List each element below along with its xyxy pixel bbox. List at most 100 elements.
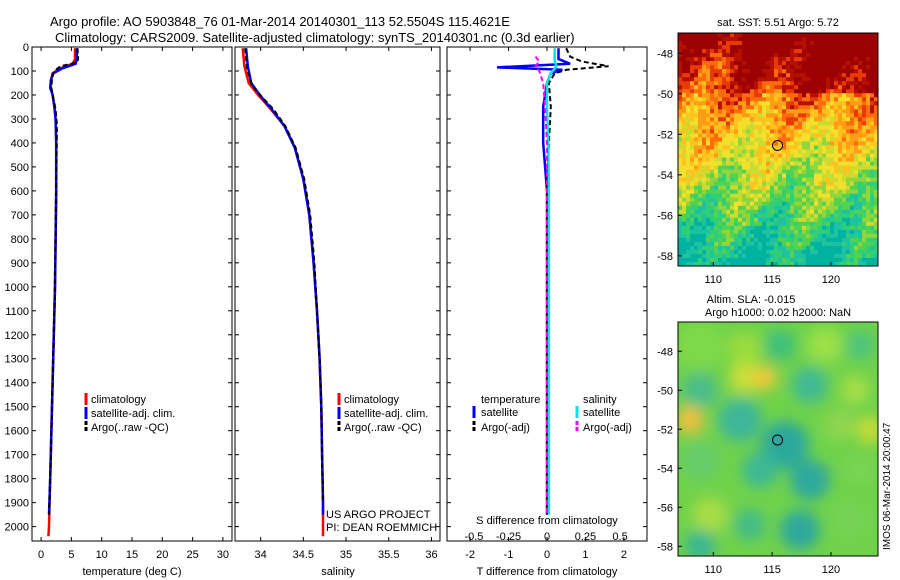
sst-cell	[862, 221, 867, 227]
sst-cell	[798, 145, 803, 150]
sst-cell	[806, 177, 811, 182]
sst-cell	[722, 233, 727, 239]
sst-cell	[722, 257, 727, 263]
sst-cell	[814, 177, 819, 182]
sst-cell	[786, 97, 791, 102]
sst-cell	[818, 133, 823, 138]
sst-cell	[722, 77, 727, 82]
sst-cell	[722, 121, 727, 126]
sst-cell	[794, 73, 799, 78]
sst-cell	[774, 109, 779, 114]
sst-cell	[706, 245, 711, 251]
sst-cell	[686, 237, 691, 243]
sst-cell	[846, 221, 851, 227]
x-tick-label: 15	[126, 549, 138, 561]
sst-cell	[742, 229, 747, 235]
sst-cell	[846, 97, 851, 102]
sst-cell	[834, 221, 839, 227]
sst-cell	[862, 189, 867, 194]
sst-cell	[838, 213, 843, 219]
sst-cell	[702, 149, 707, 154]
sst-cell	[726, 65, 731, 70]
sst-cell	[826, 149, 831, 154]
argo-location-marker	[772, 434, 784, 446]
sst-cell	[830, 121, 835, 126]
sst-cell	[758, 129, 763, 134]
sst-cell	[854, 225, 859, 231]
sst-cell	[790, 125, 795, 130]
sst-cell	[858, 189, 863, 194]
sst-cell	[766, 161, 771, 166]
sst-cell	[826, 85, 831, 90]
sst-cell	[706, 141, 711, 146]
sst-cell	[858, 57, 863, 62]
sst-cell	[822, 145, 827, 150]
sst-cell	[734, 41, 739, 46]
sst-cell	[874, 125, 879, 130]
sst-cell	[726, 165, 731, 170]
sst-cell	[862, 169, 867, 174]
sst-cell	[766, 205, 771, 211]
sst-cell	[746, 81, 751, 86]
sst-cell	[750, 129, 755, 134]
sst-cell	[786, 141, 791, 146]
sst-cell	[786, 209, 791, 215]
sst-cell	[738, 233, 743, 239]
sst-cell	[834, 141, 839, 146]
sst-cell	[774, 233, 779, 239]
sst-cell	[710, 237, 715, 243]
sst-cell	[790, 229, 795, 235]
sst-cell	[842, 165, 847, 170]
sst-cell	[702, 241, 707, 247]
sst-cell	[722, 177, 727, 182]
sst-cell	[710, 57, 715, 62]
map-y-tick-label: -54	[657, 463, 673, 475]
sst-cell	[742, 249, 747, 255]
sst-cell	[706, 181, 711, 186]
sst-cell	[726, 157, 731, 162]
sst-cell	[778, 89, 783, 94]
sst-cell	[754, 153, 759, 158]
sst-cell	[838, 41, 843, 46]
sst-cell	[690, 33, 695, 38]
sst-cell	[794, 129, 799, 134]
sst-cell	[706, 37, 711, 42]
sst-cell	[822, 181, 827, 186]
sst-cell	[874, 57, 879, 62]
sst-cell	[686, 193, 691, 199]
sst-cell	[774, 53, 779, 58]
sst-cell	[698, 65, 703, 70]
sst-cell	[842, 245, 847, 251]
sst-cell	[778, 113, 783, 118]
sst-cell	[842, 101, 847, 106]
sst-cell	[794, 221, 799, 227]
sst-cell	[734, 241, 739, 247]
sst-cell	[790, 181, 795, 186]
sst-cell	[766, 209, 771, 215]
sst-cell	[762, 41, 767, 46]
sst-cell	[826, 133, 831, 138]
sst-cell	[806, 261, 811, 267]
sst-cell	[798, 37, 803, 42]
sst-cell	[814, 189, 819, 194]
sst-cell	[694, 213, 699, 219]
sst-cell	[738, 217, 743, 223]
sst-cell	[814, 133, 819, 138]
sst-cell	[682, 109, 687, 114]
sst-cell	[818, 225, 823, 231]
sst-cell	[698, 105, 703, 110]
sst-cell	[854, 133, 859, 138]
series-line-t-argo-adj-	[546, 47, 609, 515]
y-tick-label: 1600	[5, 426, 29, 438]
y-tick-label: 1800	[5, 474, 29, 486]
sst-cell	[854, 165, 859, 170]
sst-cell	[846, 205, 851, 211]
sst-cell	[778, 157, 783, 162]
sst-cell	[842, 189, 847, 194]
sst-cell	[730, 65, 735, 70]
sst-cell	[858, 217, 863, 223]
sst-cell	[862, 173, 867, 178]
sst-cell	[822, 249, 827, 255]
sst-cell	[710, 89, 715, 94]
sst-cell	[758, 41, 763, 46]
